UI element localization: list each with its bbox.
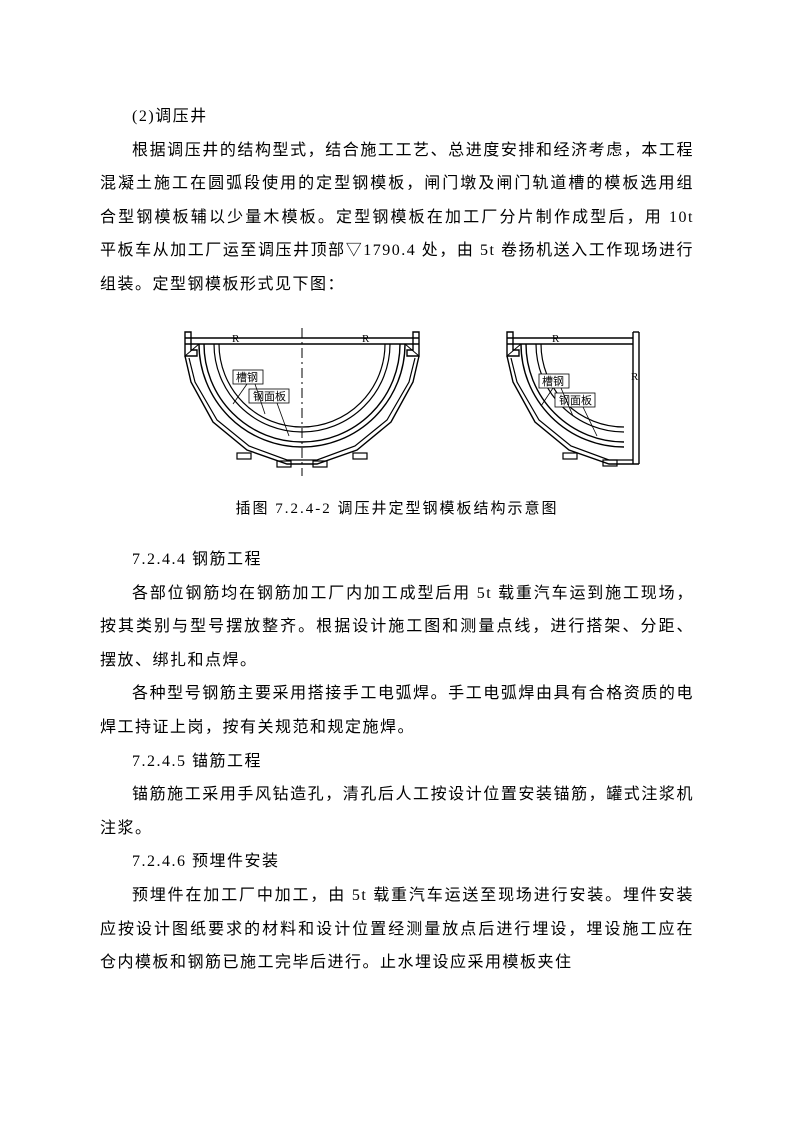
- paragraph-embed: 预埋件在加工厂中加工，由 5t 载重汽车运送至现场进行安装。埋件安装应按设计图纸…: [100, 879, 694, 980]
- paragraph-intro: 根据调压井的结构型式，结合施工工艺、总进度安排和经济考虑，本工程混凝土施工在圆弧…: [100, 134, 694, 302]
- label-channel-left: 槽钢: [236, 371, 258, 384]
- label-R-right-1: R: [552, 333, 560, 345]
- formwork-diagram-svg: R R R R 槽钢 钢面板 槽钢 钢面板: [137, 328, 657, 478]
- heading-7-2-4-6: 7.2.4.6 预埋件安装: [100, 845, 694, 879]
- paragraph-rebar-2: 各种型号钢筋主要采用搭接手工电弧焊。手工电弧焊由具有合格资质的电焊工持证上岗，按…: [100, 677, 694, 744]
- paragraph-anchor: 锚筋施工采用手风钻造孔，清孔后人工按设计位置安装锚筋，罐式注浆机注浆。: [100, 778, 694, 845]
- label-face-left: 钢面板: [253, 389, 286, 403]
- heading-7-2-4-4: 7.2.4.4 钢筋工程: [100, 543, 694, 577]
- figure-caption: 插图 7.2.4-2 调压井定型钢模板结构示意图: [100, 494, 694, 526]
- subheading-tiaoyajing: (2)调压井: [100, 100, 694, 134]
- label-channel-right: 槽钢: [542, 375, 564, 388]
- label-R-right-2: R: [631, 371, 639, 383]
- figure-steel-formwork: R R R R 槽钢 钢面板 槽钢 钢面板: [100, 328, 694, 478]
- label-R-left-2: R: [362, 333, 370, 345]
- label-face-right: 钢面板: [559, 393, 592, 407]
- heading-7-2-4-5: 7.2.4.5 锚筋工程: [100, 745, 694, 779]
- label-R-left-1: R: [232, 333, 240, 345]
- paragraph-rebar-1: 各部位钢筋均在钢筋加工厂内加工成型后用 5t 载重汽车运到施工现场，按其类别与型…: [100, 577, 694, 678]
